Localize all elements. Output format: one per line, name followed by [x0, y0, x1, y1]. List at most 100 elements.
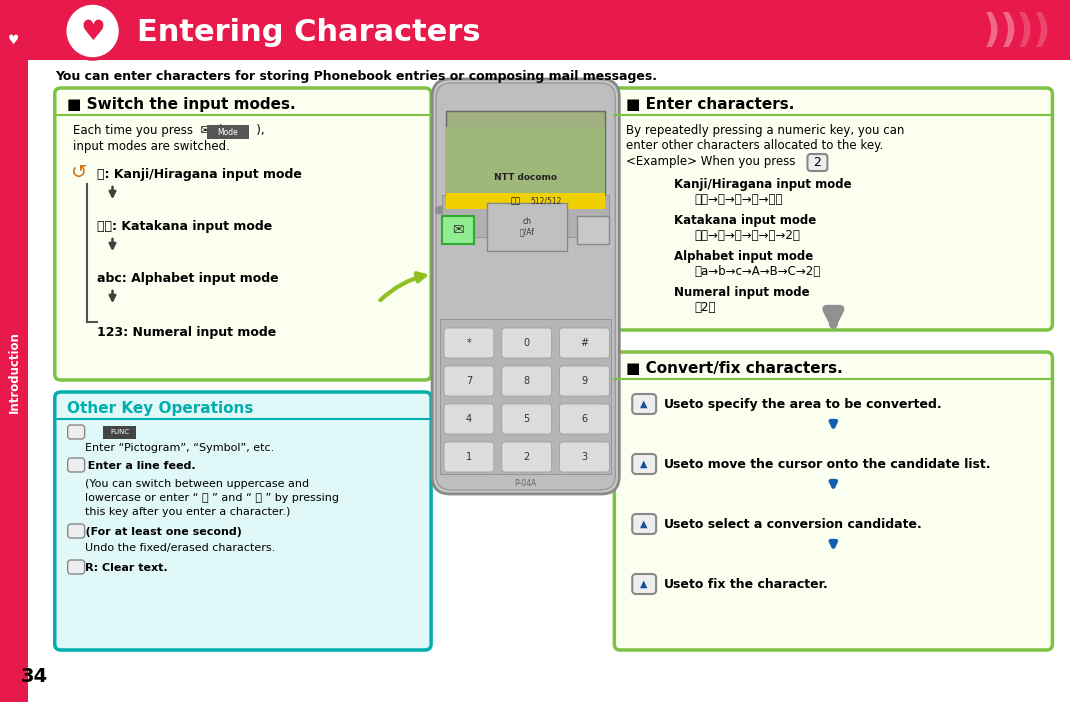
- FancyBboxPatch shape: [68, 560, 85, 574]
- FancyBboxPatch shape: [55, 392, 431, 650]
- Text: P-04A: P-04A: [515, 479, 536, 489]
- Text: ♥: ♥: [9, 34, 19, 46]
- Text: 123: Numeral input mode: 123: Numeral input mode: [97, 326, 276, 338]
- Text: abc: Alphabet input mode: abc: Alphabet input mode: [97, 272, 278, 284]
- FancyBboxPatch shape: [502, 442, 551, 472]
- Text: 通知: 通知: [511, 197, 520, 206]
- Text: Kanji/Hiragana input mode: Kanji/Hiragana input mode: [674, 178, 851, 190]
- Text: 2: 2: [524, 452, 530, 462]
- Text: iⓁ(       ):: iⓁ( ):: [70, 427, 121, 437]
- FancyBboxPatch shape: [560, 328, 610, 358]
- Text: 3: 3: [582, 452, 588, 462]
- FancyBboxPatch shape: [444, 328, 493, 358]
- Text: Use: Use: [664, 397, 690, 411]
- Text: FUNC: FUNC: [110, 429, 129, 435]
- Bar: [446, 193, 605, 209]
- FancyBboxPatch shape: [444, 366, 493, 396]
- FancyBboxPatch shape: [502, 328, 551, 358]
- Text: 0: 0: [524, 338, 530, 348]
- Text: カナ: Katakana input mode: カナ: Katakana input mode: [97, 220, 272, 232]
- Text: ▲: ▲: [641, 579, 648, 589]
- FancyBboxPatch shape: [444, 404, 493, 434]
- Text: 9: 9: [582, 376, 588, 386]
- Text: By repeatedly pressing a numeric key, you can: By repeatedly pressing a numeric key, yo…: [627, 124, 905, 136]
- Bar: [487, 203, 567, 251]
- FancyBboxPatch shape: [807, 154, 828, 171]
- Text: ▲: ▲: [641, 459, 648, 469]
- Text: ✉: ✉: [453, 223, 463, 237]
- Bar: [442, 195, 610, 237]
- Text: input modes are switched.: input modes are switched.: [73, 140, 230, 152]
- Text: 「2」: 「2」: [694, 300, 716, 314]
- Bar: [446, 127, 605, 193]
- Text: Mode: Mode: [217, 128, 239, 136]
- Text: 「カ→キ→ク→ケ→コ→2」: 「カ→キ→ク→ケ→コ→2」: [694, 228, 800, 241]
- FancyBboxPatch shape: [560, 404, 610, 434]
- Text: 8: 8: [524, 376, 530, 386]
- Text: Undo the fixed/erased characters.: Undo the fixed/erased characters.: [85, 543, 275, 553]
- Bar: [577, 216, 610, 244]
- Text: to move the cursor onto the candidate list.: to move the cursor onto the candidate li…: [689, 458, 990, 470]
- Text: Katakana input mode: Katakana input mode: [674, 213, 816, 227]
- FancyBboxPatch shape: [614, 352, 1052, 650]
- Text: )): )): [983, 12, 1018, 50]
- FancyBboxPatch shape: [560, 366, 610, 396]
- Bar: [102, 426, 137, 439]
- Text: You can enter characters for storing Phonebook entries or composing mail message: You can enter characters for storing Pho…: [55, 69, 657, 83]
- Text: Use: Use: [664, 458, 690, 470]
- FancyBboxPatch shape: [632, 574, 656, 594]
- Text: 6: 6: [582, 414, 588, 424]
- FancyBboxPatch shape: [632, 454, 656, 474]
- Text: Enter “Pictogram”, “Symbol”, etc.: Enter “Pictogram”, “Symbol”, etc.: [85, 443, 274, 453]
- Bar: [207, 125, 249, 139]
- Text: #: #: [580, 338, 588, 348]
- Text: to select a conversion candidate.: to select a conversion candidate.: [689, 517, 921, 531]
- Text: lowercase or enter “ ゛ ” and “ ゜ ” by pressing: lowercase or enter “ ゛ ” and “ ゜ ” by pr…: [85, 493, 339, 503]
- Text: Entering Characters: Entering Characters: [138, 18, 481, 46]
- FancyBboxPatch shape: [68, 524, 85, 538]
- Text: Alphabet input mode: Alphabet input mode: [674, 249, 814, 263]
- FancyBboxPatch shape: [560, 442, 610, 472]
- Text: ↺: ↺: [71, 162, 88, 182]
- Text: ▲: ▲: [641, 519, 648, 529]
- Circle shape: [64, 3, 120, 59]
- Text: 「a→b→c→A→B→C→2」: 「a→b→c→A→B→C→2」: [694, 265, 820, 277]
- Text: ♥: ♥: [81, 18, 105, 46]
- Text: ▲: ▲: [641, 399, 648, 409]
- Text: this key after you enter a character.): this key after you enter a character.): [85, 507, 290, 517]
- Text: CLR: Clear text.: CLR: Clear text.: [70, 563, 168, 573]
- Text: )): )): [1016, 12, 1051, 50]
- FancyBboxPatch shape: [432, 79, 619, 494]
- Text: ■ Switch the input modes.: ■ Switch the input modes.: [67, 96, 296, 112]
- FancyBboxPatch shape: [502, 366, 551, 396]
- FancyBboxPatch shape: [632, 394, 656, 414]
- Text: Other Key Operations: Other Key Operations: [67, 401, 253, 416]
- Bar: [440, 319, 612, 474]
- Text: to specify the area to be converted.: to specify the area to be converted.: [689, 397, 942, 411]
- Bar: [0, 59, 28, 702]
- FancyBboxPatch shape: [502, 404, 551, 434]
- Text: 2: 2: [814, 156, 821, 168]
- Text: 5: 5: [524, 414, 530, 424]
- Text: *: *: [467, 338, 471, 348]
- FancyBboxPatch shape: [436, 83, 615, 490]
- Text: ch
中/Af: ch 中/Af: [519, 218, 534, 237]
- Text: 1: 1: [465, 452, 472, 462]
- Bar: [446, 111, 605, 209]
- Text: •: (For at least one second): •: (For at least one second): [70, 527, 242, 537]
- Text: Numeral input mode: Numeral input mode: [674, 286, 809, 298]
- Text: 7: 7: [465, 376, 472, 386]
- Text: Each time you press  ✉  (         ),: Each time you press ✉ ( ),: [73, 124, 264, 136]
- FancyBboxPatch shape: [68, 458, 85, 472]
- FancyBboxPatch shape: [614, 88, 1052, 330]
- Text: NTT docomo: NTT docomo: [494, 173, 557, 182]
- Text: Use: Use: [664, 517, 690, 531]
- Text: 512/512: 512/512: [530, 197, 561, 206]
- Text: 34: 34: [20, 666, 47, 685]
- FancyBboxPatch shape: [55, 88, 431, 380]
- Text: 「か→き→く→け→こ」: 「か→き→く→け→こ」: [694, 192, 783, 206]
- Bar: [442, 216, 474, 244]
- Bar: [0, 0, 1071, 60]
- FancyBboxPatch shape: [68, 425, 85, 439]
- FancyBboxPatch shape: [444, 442, 493, 472]
